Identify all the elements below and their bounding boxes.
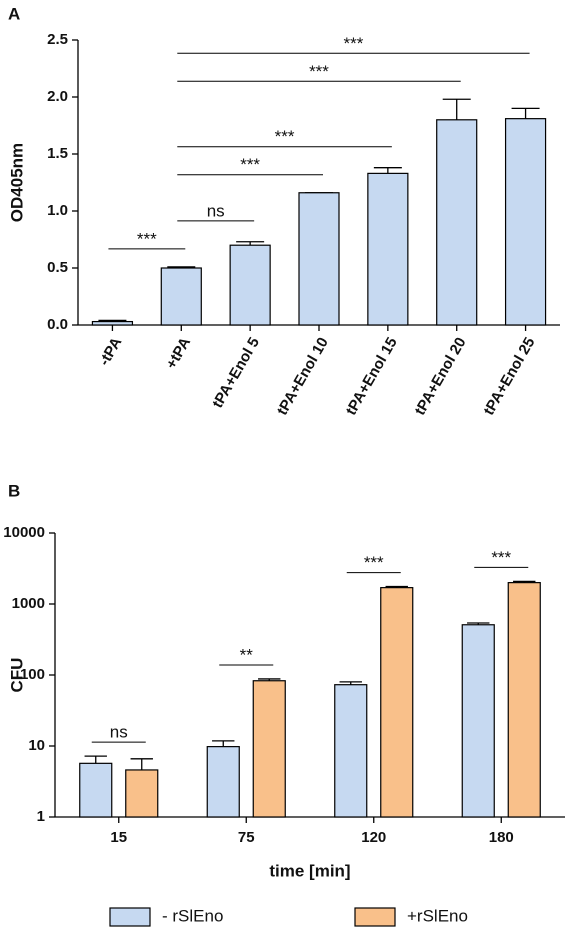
significance-label: *** <box>343 34 363 53</box>
bar <box>507 582 541 818</box>
x-axis-label: time [min] <box>269 861 350 880</box>
significance-label: *** <box>137 229 157 248</box>
bar <box>504 118 547 326</box>
bar <box>334 684 368 818</box>
x-tick-label: tPA+Enol 15 <box>343 334 401 418</box>
bar <box>380 587 414 818</box>
bar <box>461 624 495 818</box>
bar <box>298 192 340 326</box>
significance-label: ** <box>240 645 254 664</box>
bar <box>125 769 159 818</box>
bar <box>252 680 286 818</box>
bar <box>160 267 202 326</box>
significance-label: *** <box>275 127 295 146</box>
significance-label: *** <box>491 548 511 567</box>
y-tick-label: 1.5 <box>47 145 68 162</box>
y-tick-label: 10 <box>28 737 45 754</box>
significance-label: *** <box>240 155 260 174</box>
y-tick-label: 10000 <box>3 524 45 541</box>
x-tick-label: 15 <box>110 829 127 846</box>
significance-label: *** <box>364 553 384 572</box>
x-tick-label: 180 <box>489 829 514 846</box>
legend-label: - rSlEno <box>162 906 223 925</box>
legend-swatch <box>354 907 396 927</box>
significance-label: ns <box>110 723 128 742</box>
x-tick-label: tPA+Enol 20 <box>411 334 469 418</box>
bar <box>367 172 409 326</box>
y-axis-label: OD405nm <box>7 143 26 222</box>
y-tick-label: 0.0 <box>47 316 68 333</box>
x-tick-label: -tPA <box>96 334 126 368</box>
x-tick-label: 120 <box>361 829 386 846</box>
x-tick-label: tPA+Enol 10 <box>274 334 332 418</box>
y-tick-label: 100 <box>20 666 45 683</box>
bar <box>91 320 134 326</box>
y-tick-label: 1000 <box>12 595 45 612</box>
significance-label: *** <box>309 62 329 81</box>
legend-swatch <box>109 907 151 927</box>
x-tick-label: 75 <box>238 829 255 846</box>
x-tick-label: tPA+Enol 5 <box>209 334 263 410</box>
y-tick-label: 0.5 <box>47 259 68 276</box>
panel-label: B <box>8 481 20 500</box>
x-tick-label: +tPA <box>163 334 195 372</box>
y-tick-label: 2.5 <box>47 31 68 48</box>
significance-label: ns <box>207 201 225 220</box>
bar <box>206 746 240 818</box>
y-tick-label: 1.0 <box>47 202 68 219</box>
bar <box>229 244 271 326</box>
y-axis-label: CFU <box>7 658 26 693</box>
y-tick-label: 1 <box>37 808 45 825</box>
legend-label: +rSlEno <box>407 906 468 925</box>
panel-label: A <box>8 4 20 23</box>
bar <box>79 762 113 818</box>
y-tick-label: 2.0 <box>47 88 68 105</box>
bar <box>436 119 478 326</box>
x-tick-label: tPA+Enol 25 <box>480 334 538 418</box>
